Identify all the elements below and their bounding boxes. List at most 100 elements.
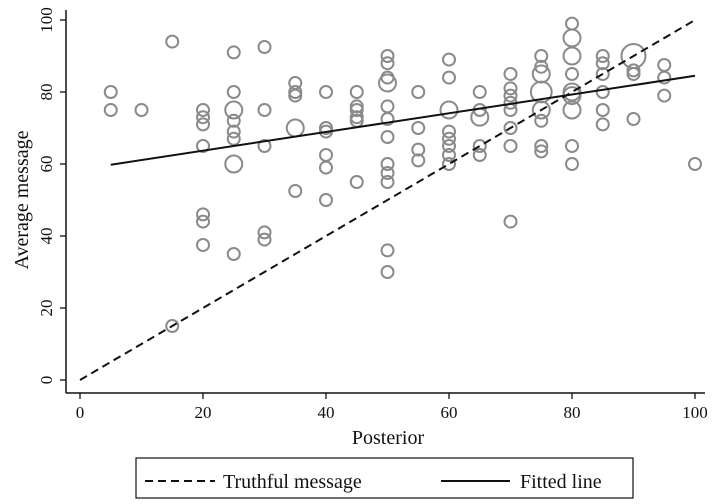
scatter-point bbox=[472, 148, 487, 162]
scatter-point bbox=[257, 103, 272, 117]
x-tick-label: 60 bbox=[441, 403, 458, 422]
scatter-point bbox=[503, 214, 518, 229]
scatter-point bbox=[288, 88, 303, 103]
points-layer bbox=[103, 16, 702, 333]
scatter-point bbox=[196, 110, 210, 125]
scatter-point bbox=[224, 154, 244, 174]
scatter-point bbox=[165, 34, 180, 49]
lines-layer bbox=[79, 19, 696, 381]
scatter-point bbox=[257, 40, 272, 54]
scatter-point bbox=[103, 103, 118, 117]
x-tick-label: 20 bbox=[195, 403, 212, 422]
scatter-point bbox=[196, 214, 210, 229]
scatter-point bbox=[319, 160, 333, 175]
scatter-point bbox=[626, 112, 641, 126]
scatter-point bbox=[380, 166, 395, 180]
scatter-point bbox=[349, 175, 364, 189]
scatter-point bbox=[196, 103, 210, 117]
scatter-point bbox=[196, 207, 210, 222]
scatter-point bbox=[226, 124, 241, 139]
scatter-point bbox=[562, 100, 582, 120]
x-axis-label: Posterior bbox=[352, 427, 425, 449]
scatter-point bbox=[442, 70, 456, 85]
truthful-message-line bbox=[79, 19, 696, 381]
scatter-point bbox=[257, 225, 272, 240]
scatter-point bbox=[380, 130, 395, 144]
scatter-point bbox=[439, 100, 459, 120]
scatter-point bbox=[595, 117, 610, 132]
scatter-point bbox=[380, 56, 395, 71]
scatter-point bbox=[534, 49, 549, 63]
scatter-point bbox=[380, 243, 395, 258]
scatter-point bbox=[411, 121, 426, 135]
y-tick-label: 20 bbox=[37, 300, 56, 317]
scatter-point bbox=[472, 85, 487, 99]
x-tick-label: 40 bbox=[318, 403, 335, 422]
y-tick-label: 40 bbox=[37, 228, 56, 245]
scatter-point bbox=[257, 139, 272, 153]
scatter-point bbox=[380, 112, 395, 126]
scatter-point bbox=[503, 121, 518, 135]
scatter-point bbox=[165, 319, 180, 333]
scatter-point bbox=[285, 118, 305, 138]
x-tick-label: 100 bbox=[682, 403, 708, 422]
scatter-point bbox=[319, 148, 333, 162]
scatter-point bbox=[442, 131, 456, 146]
y-tick-label: 100 bbox=[37, 7, 56, 33]
scatter-point bbox=[442, 124, 456, 139]
scatter-point bbox=[565, 16, 579, 31]
scatter-point bbox=[565, 157, 579, 171]
scatter-point bbox=[657, 70, 672, 85]
y-tick-label: 80 bbox=[37, 84, 56, 101]
scatter-point bbox=[411, 153, 426, 168]
scatter-point bbox=[196, 238, 210, 252]
scatter-point bbox=[503, 67, 518, 81]
scatter-point bbox=[688, 157, 702, 171]
scatter-point bbox=[319, 85, 333, 99]
scatter-point bbox=[595, 49, 610, 63]
scatter-point bbox=[531, 64, 551, 84]
scatter-point bbox=[565, 67, 579, 81]
scatter-point bbox=[196, 117, 210, 132]
scatter-point bbox=[226, 247, 241, 261]
scatter-point bbox=[134, 103, 149, 117]
scatter-point bbox=[380, 99, 395, 114]
scatter-point bbox=[595, 56, 610, 71]
scatter-point bbox=[595, 67, 610, 81]
y-tick-label: 0 bbox=[37, 376, 56, 385]
legend-label-fitted: Fitted line bbox=[520, 471, 602, 493]
scatter-point bbox=[562, 82, 582, 102]
scatter-point bbox=[657, 88, 672, 103]
fitted-line bbox=[110, 74, 696, 166]
x-tick-label: 0 bbox=[76, 403, 85, 422]
scatter-point bbox=[534, 113, 549, 128]
scatter-point bbox=[378, 73, 397, 93]
y-axis-ticks: 0 20 40 60 80 100 bbox=[37, 7, 66, 384]
y-tick-label: 60 bbox=[37, 156, 56, 173]
scatter-point bbox=[196, 139, 210, 153]
scatter-point bbox=[562, 46, 582, 66]
scatter-point bbox=[442, 157, 456, 171]
scatter-point bbox=[503, 81, 518, 96]
legend-box bbox=[135, 457, 634, 499]
scatter-point bbox=[411, 85, 426, 99]
scatter-point bbox=[319, 193, 333, 207]
scatter-point bbox=[349, 103, 364, 117]
x-tick-label: 80 bbox=[564, 403, 581, 422]
scatter-point bbox=[626, 67, 641, 81]
scatter-point bbox=[288, 184, 303, 198]
scatter-point bbox=[562, 28, 582, 48]
scatter-point bbox=[470, 107, 490, 127]
scatter-point bbox=[534, 144, 549, 159]
scatter-point bbox=[595, 103, 610, 117]
scatter-point bbox=[226, 45, 241, 60]
legend: Truthful message Fitted line bbox=[135, 457, 634, 499]
scatter-point bbox=[442, 148, 456, 162]
scatter-point bbox=[442, 52, 456, 67]
legend-label-truthful: Truthful message bbox=[223, 471, 362, 493]
scatter-point bbox=[224, 100, 244, 120]
scatter-point bbox=[503, 88, 518, 103]
scatter-point bbox=[226, 113, 241, 128]
scatter-point bbox=[380, 49, 395, 63]
